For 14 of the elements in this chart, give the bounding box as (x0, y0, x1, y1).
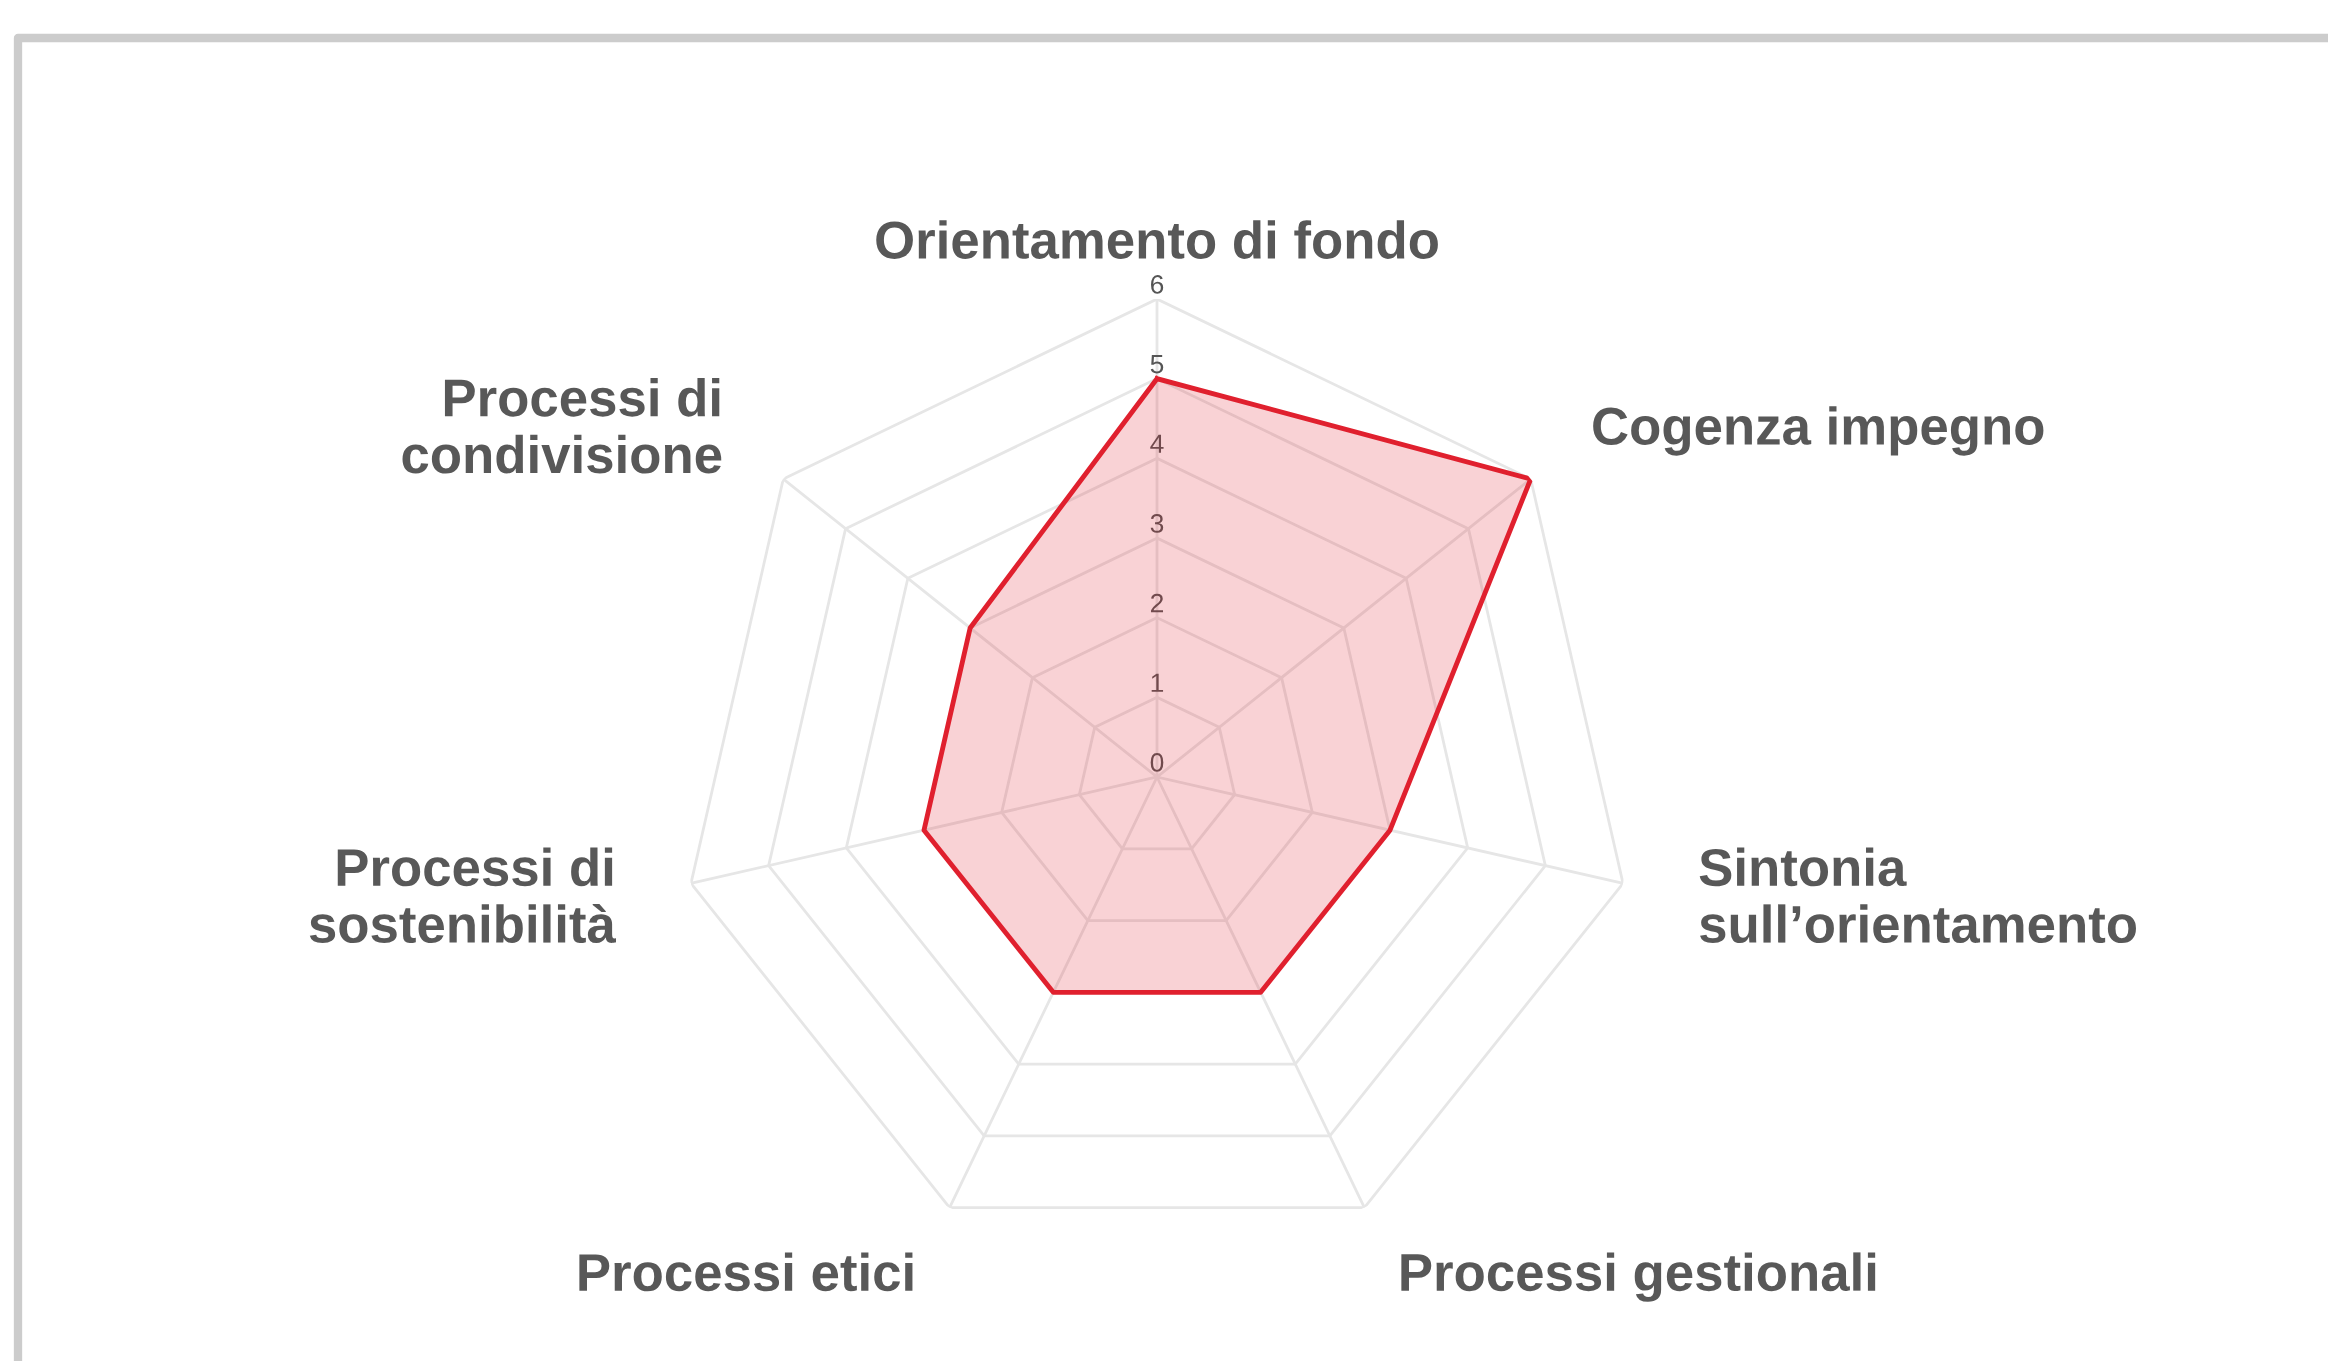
y-tick-label: 6 (1151, 275, 1164, 294)
spoke-label: Processi di sostenibilità (309, 847, 616, 944)
spoke-label: Processi etici (579, 1252, 913, 1292)
spoke-label: Cogenza impegno (1593, 406, 2044, 456)
spoke-label: Processi di condivisione (402, 377, 722, 474)
y-tick-label: 5 (1150, 355, 1164, 374)
y-tick-label: 4 (1150, 434, 1164, 453)
y-tick-label: 0 (1150, 753, 1164, 772)
y-tick-label: 3 (1150, 514, 1164, 533)
spoke-label: Orientamento di fondo (876, 220, 1438, 259)
spoke-label: Sintonia sull’orientamento (1699, 847, 2136, 944)
spoke-label: Processi gestionali (1401, 1252, 1876, 1302)
y-tick-label: 1 (1151, 673, 1164, 692)
y-tick-label: 2 (1150, 593, 1164, 613)
